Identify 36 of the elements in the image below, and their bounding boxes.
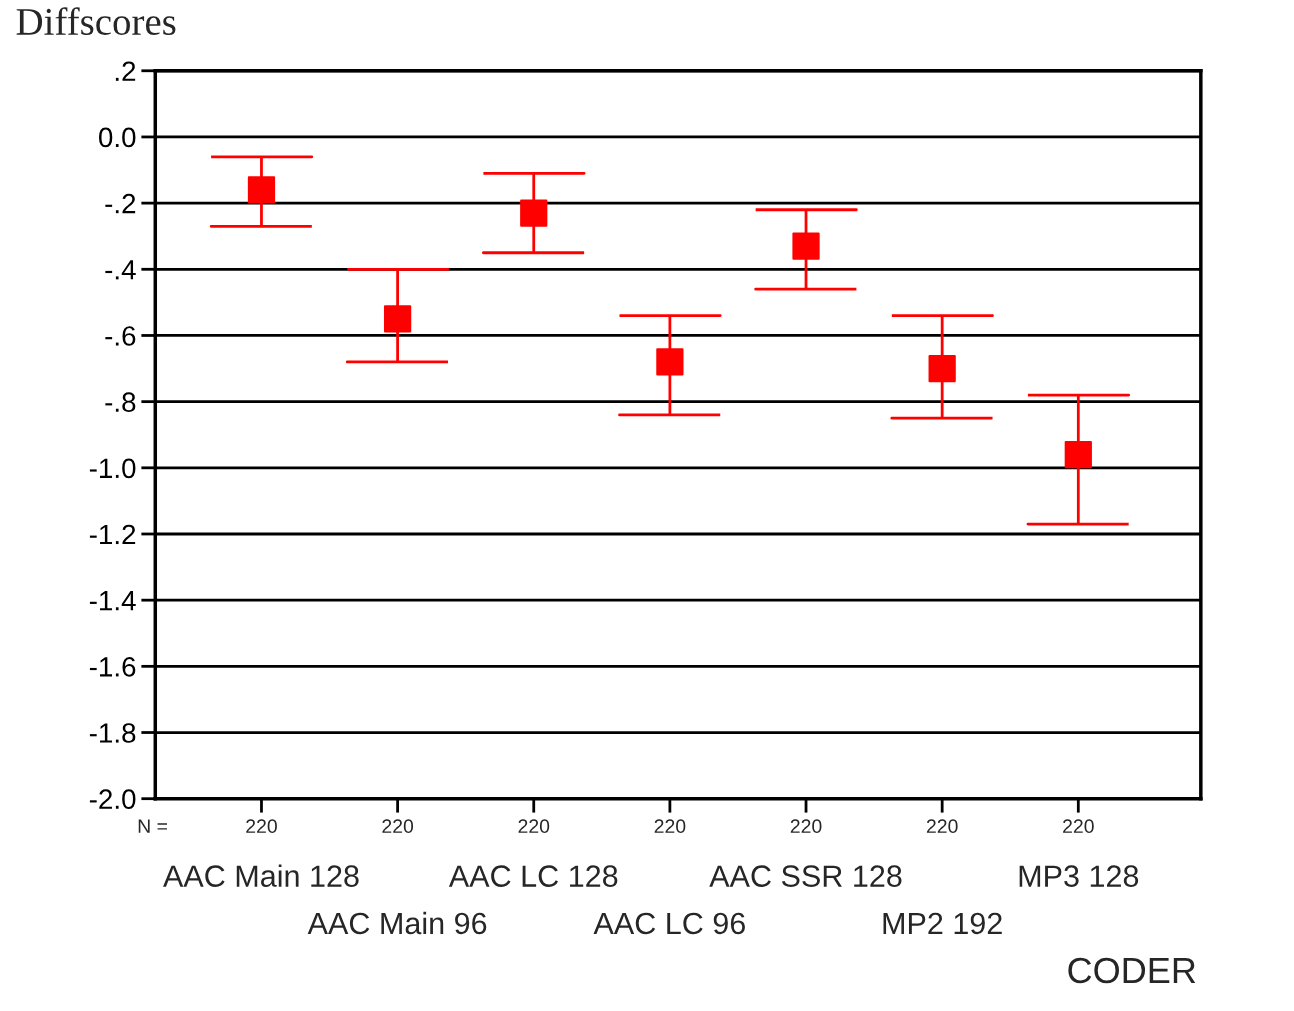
- x-tick-label: AAC LC 96: [593, 912, 745, 935]
- y-tick-label: 0.0: [99, 127, 136, 148]
- text: 220: [654, 819, 686, 834]
- x-axis-title: CODER: [1068, 957, 1196, 984]
- point: [247, 176, 276, 204]
- x-tick-label: MP2 192: [883, 912, 1002, 935]
- text: 220: [518, 819, 550, 834]
- point: [792, 232, 820, 260]
- y-tick-label: -1.6: [89, 657, 136, 677]
- text: 220: [1063, 819, 1094, 834]
- x-tick-label: AAC SSR 128: [709, 865, 902, 887]
- x-tick-label: MP3 128: [1019, 865, 1139, 887]
- y-tick-label: -.2: [105, 193, 136, 214]
- text: 220: [790, 819, 822, 834]
- y-tick-label: -1.4: [89, 591, 136, 611]
- y-tick-label: -.4: [105, 260, 136, 280]
- x-tick-label: AAC LC 128: [448, 865, 618, 887]
- x-tick-label: AAC Main 96: [307, 911, 487, 935]
- y-tick-label: -1.0: [89, 458, 136, 479]
- y-tick-label: -1.2: [89, 524, 136, 545]
- text: 220: [926, 819, 958, 834]
- y-axis-title: Diffscores: [16, 7, 176, 36]
- text: 220: [382, 819, 414, 834]
- point: [383, 305, 412, 333]
- y-tick-label: -.8: [105, 392, 136, 412]
- point: [656, 348, 684, 376]
- y-tick-label: -.6: [105, 326, 136, 346]
- text: 220: [246, 819, 277, 834]
- point: [520, 199, 548, 227]
- y-tick-label: -1.8: [89, 723, 136, 743]
- y-tick-label: .2: [115, 61, 136, 81]
- text: N =: [138, 819, 167, 833]
- point: [928, 354, 956, 383]
- x-tick-label: AAC Main 128: [163, 864, 359, 887]
- y-tick-label: -2.0: [89, 789, 136, 810]
- point: [1064, 440, 1092, 469]
